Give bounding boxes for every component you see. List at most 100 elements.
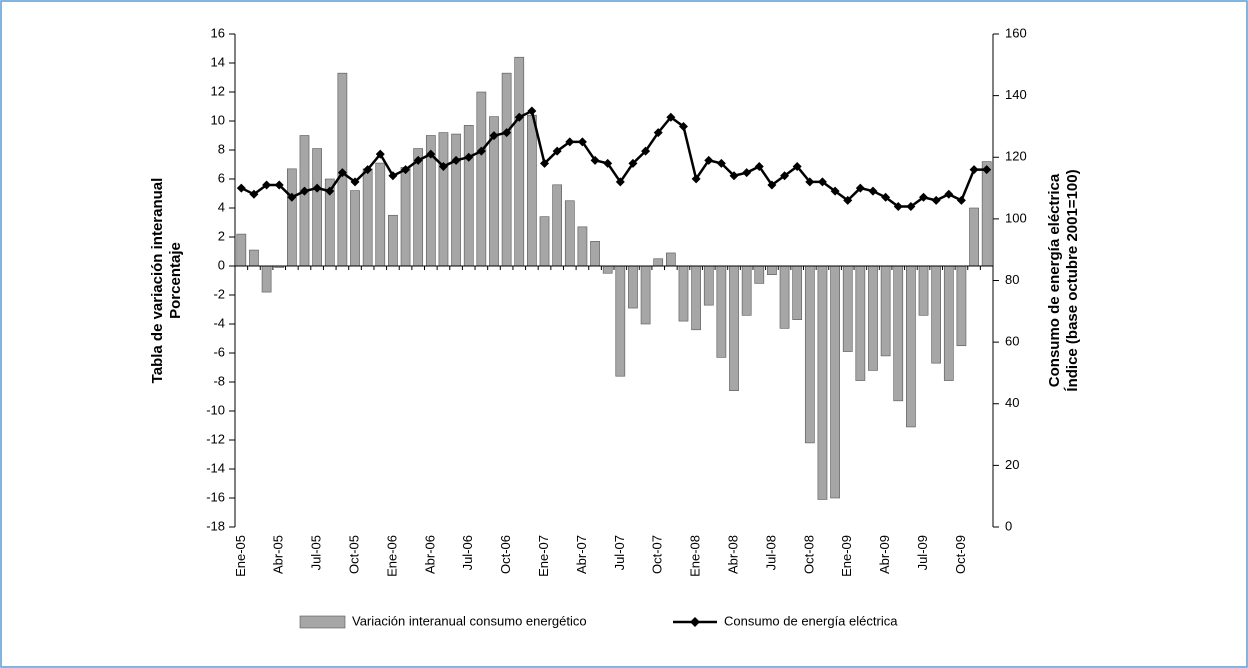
bar [868, 265, 878, 371]
line-marker [375, 149, 385, 159]
bar [842, 265, 853, 352]
bar [350, 190, 360, 267]
y-tick-label: -18 [206, 518, 225, 533]
y2-tick-label: 140 [1005, 87, 1027, 102]
line-marker [678, 121, 688, 131]
bar [400, 167, 411, 267]
bar [906, 265, 916, 428]
bar [666, 252, 676, 267]
x-tick-label: Abr-05 [271, 535, 286, 574]
line-marker [729, 171, 739, 181]
y2-axis-title: Consumo de energía eléctrica [1046, 173, 1063, 387]
bar [539, 216, 550, 267]
line-marker [704, 155, 714, 165]
line-marker [451, 155, 461, 165]
bar [451, 133, 461, 267]
line-marker [956, 195, 966, 205]
bar [640, 265, 651, 325]
line-marker [805, 177, 815, 187]
y2-tick-label: 160 [1005, 25, 1027, 40]
x-tick-label: Ene-08 [688, 535, 703, 577]
bar [931, 265, 941, 364]
line-marker [881, 192, 891, 202]
y-tick-label: 6 [218, 170, 225, 185]
x-tick-label: Jul-05 [309, 535, 324, 570]
y-tick-label: -14 [206, 460, 225, 475]
line-marker [931, 195, 941, 205]
line-marker [274, 180, 284, 190]
bar [552, 184, 562, 267]
bar [476, 91, 487, 267]
y-tick-label: 10 [211, 112, 225, 127]
y-tick-label: -2 [213, 286, 225, 301]
line-marker [843, 195, 853, 205]
line-marker [363, 165, 373, 175]
x-tick-label: Oct-05 [346, 535, 361, 574]
bar [375, 162, 386, 267]
y-tick-label: -12 [206, 431, 225, 446]
bar [729, 265, 739, 391]
line-marker [906, 202, 916, 212]
line-marker [754, 161, 764, 171]
x-tick-label: Abr-08 [725, 535, 740, 574]
line-marker [767, 180, 777, 190]
bar [956, 265, 967, 347]
y2-tick-label: 80 [1005, 272, 1019, 287]
bar [855, 265, 866, 381]
line-marker [464, 152, 474, 162]
bar [628, 265, 638, 309]
y-axis-title: Porcentaje [167, 242, 184, 319]
line-marker [325, 186, 335, 196]
x-tick-label: Abr-09 [877, 535, 892, 574]
bar [249, 249, 259, 267]
line-marker [590, 155, 600, 165]
x-tick-label: Jul-09 [915, 535, 930, 570]
line-marker [830, 186, 840, 196]
line-marker [287, 192, 297, 202]
legend-swatch [299, 615, 346, 629]
line-marker [919, 192, 929, 202]
line-marker [615, 177, 625, 187]
line-marker [666, 112, 676, 122]
y2-tick-label: 20 [1005, 457, 1019, 472]
bar [590, 241, 600, 267]
line-marker [312, 183, 322, 193]
y-tick-label: 12 [211, 83, 225, 98]
bar [741, 265, 752, 316]
x-tick-label: Ene-09 [839, 535, 854, 577]
bar [969, 207, 979, 267]
y-tick-label: -10 [206, 402, 225, 417]
bar [678, 265, 689, 322]
line-marker [426, 149, 436, 159]
line-marker [944, 189, 954, 199]
bar [236, 233, 247, 267]
bar [703, 265, 714, 306]
bar [413, 148, 424, 267]
y-tick-label: -4 [213, 315, 225, 330]
bar [514, 56, 525, 267]
line-marker [413, 155, 423, 165]
line-marker [817, 177, 827, 187]
line-marker [982, 165, 992, 175]
bar [792, 265, 803, 320]
line-marker [514, 112, 524, 122]
line-marker [855, 183, 865, 193]
line-marker [236, 183, 246, 193]
line-marker [653, 128, 663, 138]
bar [615, 265, 626, 377]
line-marker [628, 158, 638, 168]
legend-label: Variación interanual consumo energético [352, 613, 587, 628]
bar [779, 265, 790, 329]
y2-tick-label: 40 [1005, 395, 1019, 410]
y-tick-label: -16 [206, 489, 225, 504]
bar [564, 200, 575, 267]
line-marker [868, 186, 878, 196]
legend-label: Consumo de energía eléctrica [724, 613, 898, 628]
y-tick-label: 14 [211, 54, 225, 69]
bar [880, 265, 891, 357]
bar [261, 265, 272, 293]
line-marker [476, 146, 486, 156]
y-axis-title: Tabla de variación interanual [149, 178, 166, 384]
y2-tick-label: 60 [1005, 334, 1019, 349]
